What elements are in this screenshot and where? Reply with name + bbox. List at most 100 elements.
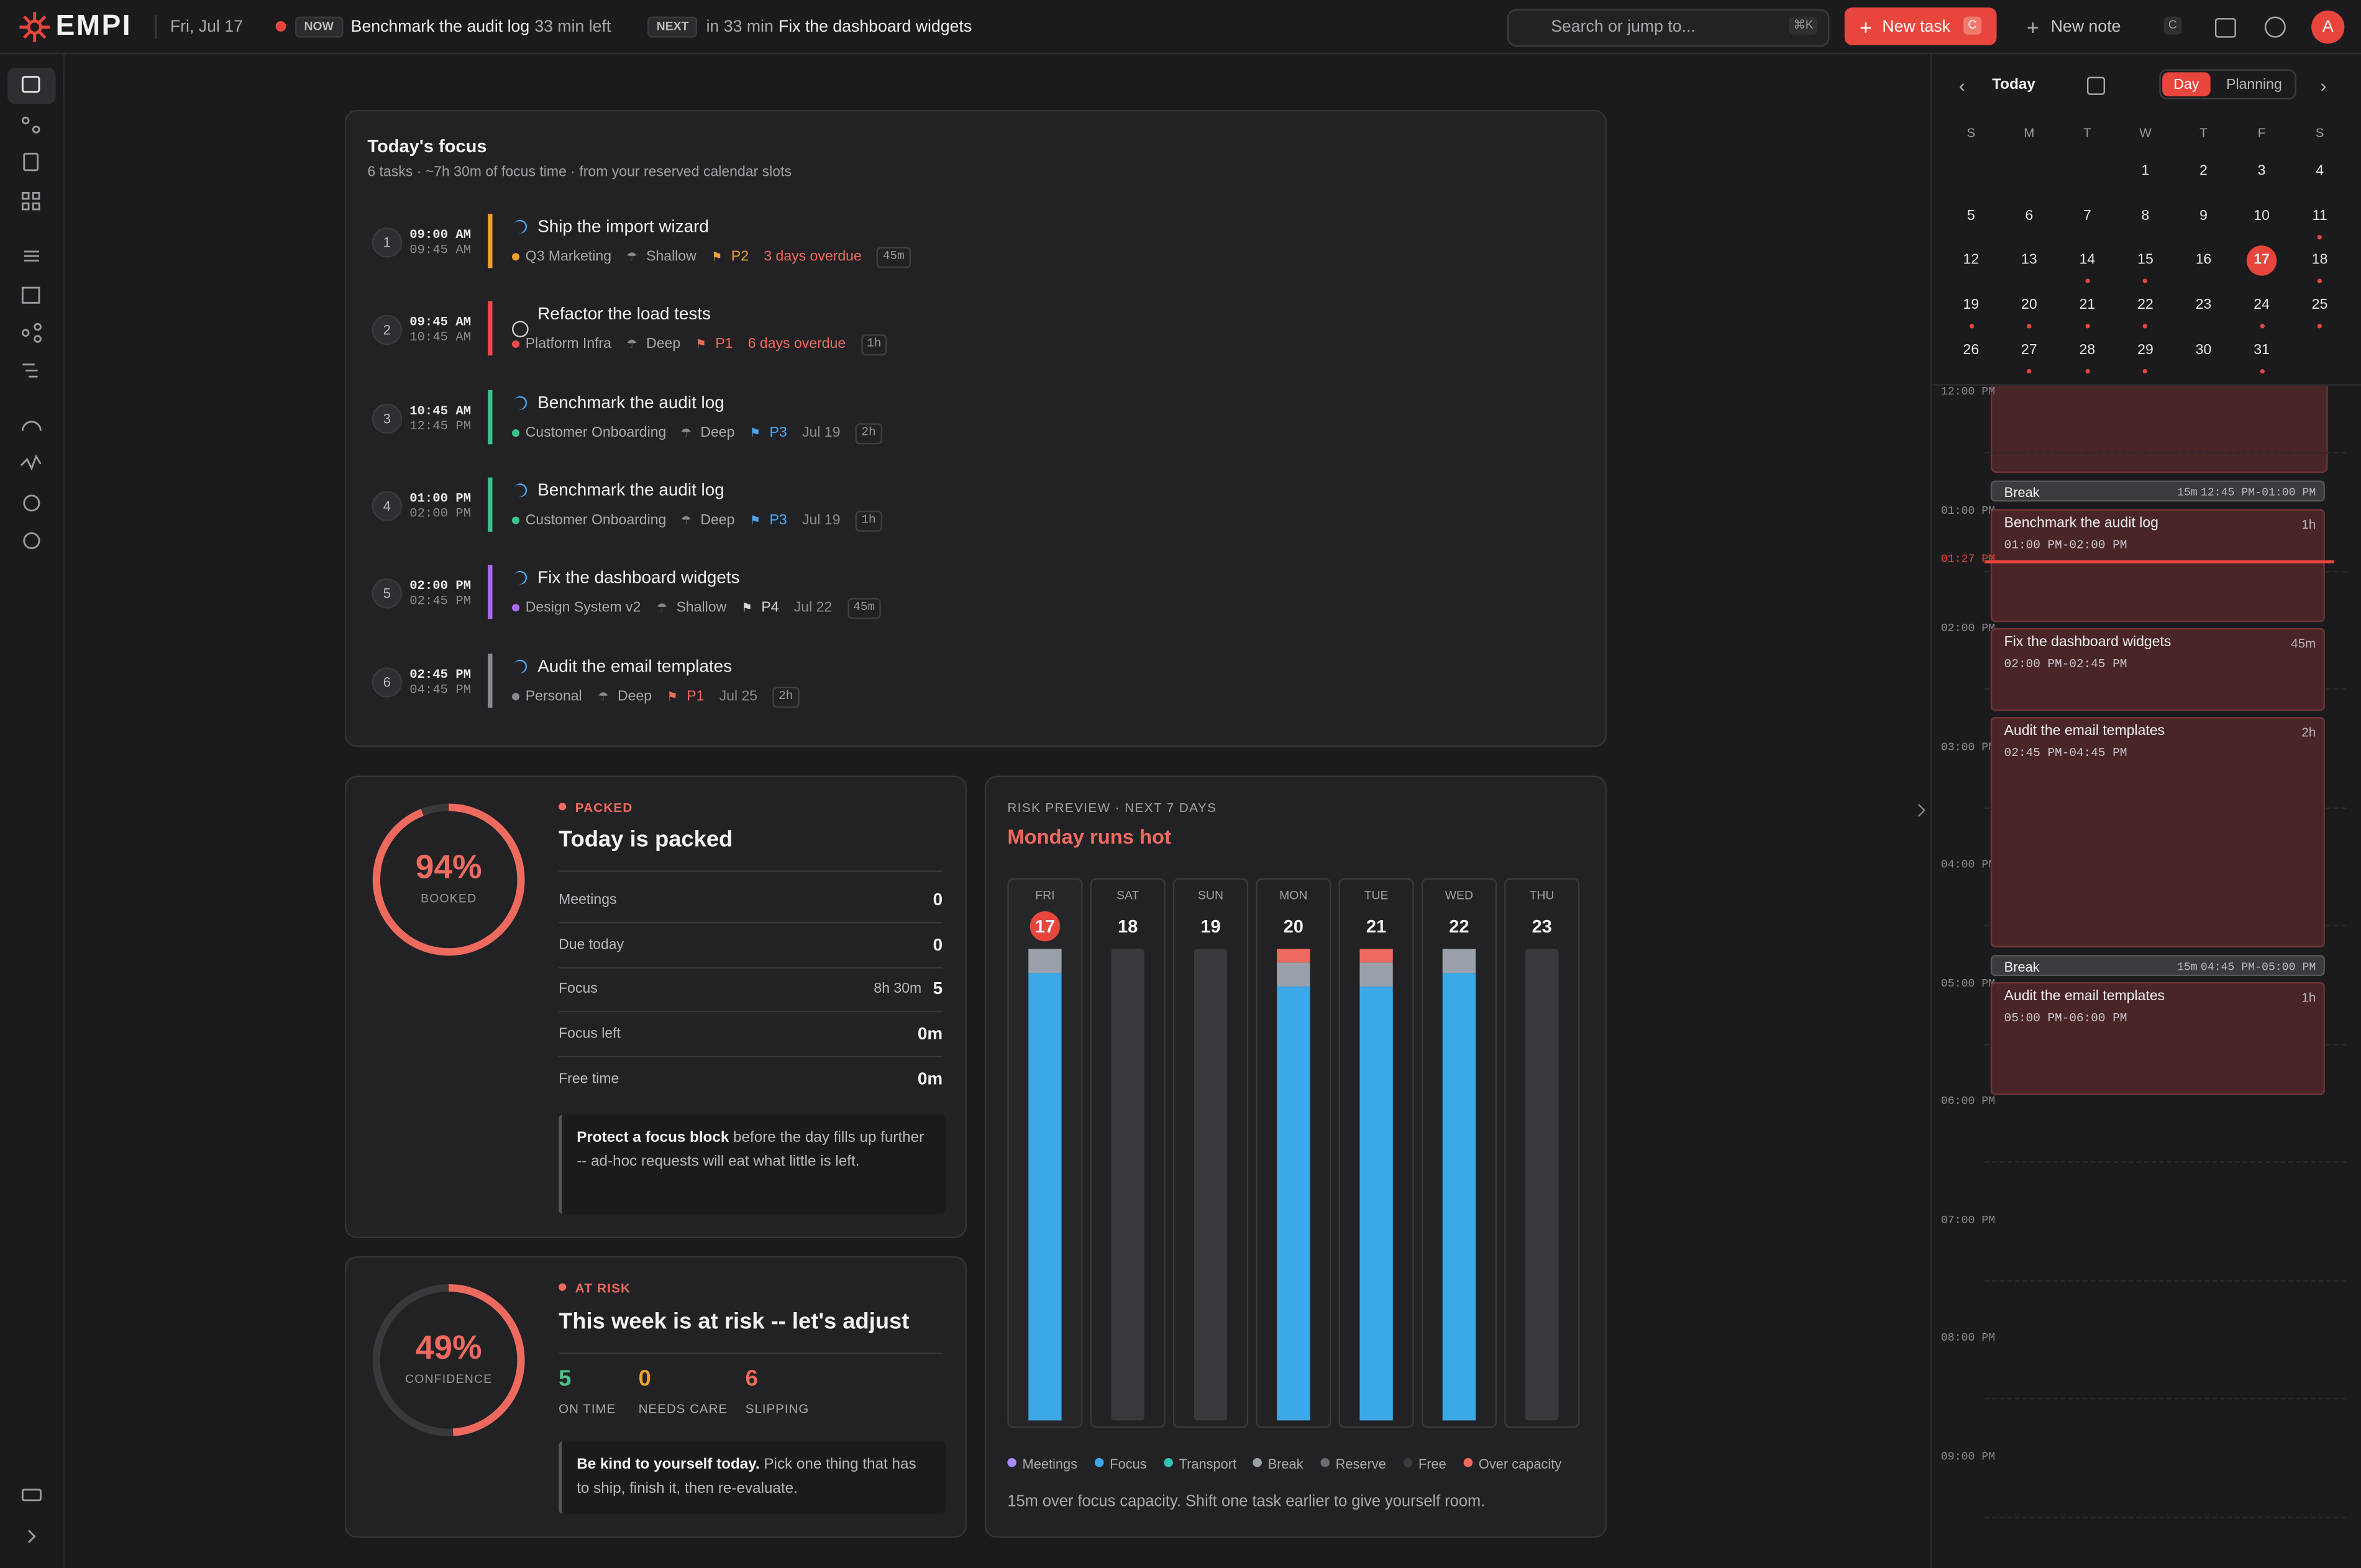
- calendar-icon[interactable]: [2086, 76, 2106, 95]
- stat-value: 0m: [917, 1026, 943, 1044]
- weekday: S: [1966, 125, 1976, 140]
- calendar-day[interactable]: 17: [2254, 252, 2270, 269]
- bar-segment: [1277, 963, 1310, 987]
- weekday: W: [2139, 125, 2152, 140]
- break-duration: 15m: [2177, 962, 2198, 975]
- task-depth: Deep: [646, 336, 681, 353]
- task-meta: ☂ Shallow ⚑ P4 Jul 22 45m: [657, 597, 881, 621]
- avatar[interactable]: [2311, 10, 2345, 44]
- calendar-day[interactable]: 13: [2021, 252, 2037, 269]
- packed-title: Today is packed: [559, 827, 733, 853]
- calendar-day[interactable]: 9: [2199, 207, 2208, 224]
- calendar-day[interactable]: 30: [2195, 341, 2212, 358]
- event-time: 02:45 PM-04:45 PM: [2004, 747, 2127, 761]
- day-dot: [2143, 324, 2148, 329]
- stat-value: 0m: [917, 1070, 943, 1089]
- day-dot: [2259, 324, 2264, 329]
- calendar-day[interactable]: 2: [2199, 162, 2208, 180]
- mode-active[interactable]: [2162, 72, 2211, 97]
- calendar-day[interactable]: 4: [2316, 162, 2324, 180]
- calendar-day[interactable]: 6: [2025, 207, 2034, 224]
- calendar-day[interactable]: 18: [2311, 252, 2328, 269]
- day-date: 19: [1200, 916, 1221, 937]
- next-arrow[interactable]: ›: [2320, 75, 2327, 97]
- mode-toggle: [2159, 69, 2296, 100]
- task-event[interactable]: [1990, 628, 2325, 711]
- task-priority: P1: [715, 336, 733, 353]
- legend-swatch: [1403, 1458, 1413, 1467]
- calendar-day[interactable]: 1: [2141, 162, 2150, 180]
- calendar-day[interactable]: 3: [2257, 162, 2266, 180]
- legend-label: Reserve: [1335, 1456, 1386, 1472]
- date: Fri, Jul 17: [170, 18, 243, 37]
- task-title: Benchmark the audit log: [537, 481, 724, 500]
- break-time: 04:45 PM-05:00 PM: [2200, 962, 2316, 975]
- calendar-day[interactable]: 31: [2254, 341, 2270, 358]
- legend-swatch: [1007, 1458, 1016, 1467]
- calendar-day[interactable]: 14: [2079, 252, 2096, 269]
- task-event[interactable]: [1990, 982, 2325, 1095]
- task-due: Jul 19: [801, 424, 841, 441]
- day-column: [1256, 878, 1331, 1428]
- project-dot: [511, 253, 520, 261]
- calendar-day[interactable]: 24: [2254, 296, 2270, 314]
- calendar-day[interactable]: 23: [2195, 296, 2212, 314]
- collapse-handle[interactable]: [1914, 801, 1929, 819]
- legend-swatch: [1094, 1458, 1104, 1467]
- theme-icon[interactable]: [2264, 16, 2286, 38]
- stat-sep: [559, 1055, 943, 1058]
- task-event[interactable]: [1990, 717, 2325, 948]
- calendar-day[interactable]: 29: [2137, 341, 2153, 358]
- prev-arrow[interactable]: ‹: [1958, 75, 1965, 97]
- calendar-day[interactable]: 22: [2137, 296, 2153, 314]
- calendar-day[interactable]: 10: [2254, 207, 2270, 224]
- note-box: [559, 1441, 946, 1514]
- break-event[interactable]: [1990, 480, 2325, 502]
- task-bar: [488, 389, 492, 444]
- logo-text: EMPI: [55, 10, 132, 42]
- break-event[interactable]: [1990, 955, 2325, 977]
- calendar-day[interactable]: 27: [2021, 341, 2037, 358]
- mode-label[interactable]: Planning: [2226, 76, 2282, 94]
- note-text: Protect a focus block before the day fil…: [577, 1127, 929, 1175]
- today-circle: [1030, 911, 1061, 942]
- task-depth: Deep: [618, 687, 652, 704]
- break-meta: 15m 12:45 PM-01:00 PM: [2108, 480, 2316, 506]
- calendar-day[interactable]: 28: [2079, 341, 2096, 358]
- legend-label: Meetings: [1022, 1456, 1078, 1472]
- calendar-day[interactable]: 21: [2079, 296, 2096, 314]
- calendar-day[interactable]: 20: [2021, 296, 2037, 314]
- task-depth: Shallow: [646, 248, 696, 265]
- hour-label: 06:00 PM: [1940, 1096, 1996, 1109]
- calendar-day[interactable]: 7: [2083, 207, 2091, 224]
- sidebar-active[interactable]: [7, 68, 56, 104]
- risk-stat-value: 5: [559, 1366, 572, 1392]
- bar-track: [1194, 949, 1228, 1421]
- task-start: 09:45 AM: [409, 315, 472, 330]
- hour-label: 08:00 PM: [1940, 1333, 1996, 1346]
- calendar-day[interactable]: 5: [1966, 207, 1975, 224]
- event-duration: 45m: [2291, 636, 2316, 651]
- now-task: Benchmark the audit log: [350, 18, 530, 37]
- calendar-day[interactable]: 25: [2311, 296, 2328, 314]
- calendar-day[interactable]: 19: [1963, 296, 1980, 314]
- task-start: 02:45 PM: [409, 666, 472, 682]
- bar-segment: [1442, 972, 1476, 1421]
- task-event[interactable]: [1990, 509, 2325, 622]
- search-box[interactable]: [1507, 9, 1830, 47]
- task-meta: ☂ Deep ⚑ P1 Jul 25 2h: [598, 685, 800, 709]
- risk-dot: [559, 1283, 567, 1291]
- calendar-day[interactable]: 26: [1963, 341, 1980, 358]
- calendar-day[interactable]: 12: [1963, 252, 1980, 269]
- calendar-day[interactable]: 8: [2141, 207, 2150, 224]
- calendar-day[interactable]: 16: [2195, 252, 2212, 269]
- inbox-icon[interactable]: [2214, 18, 2236, 38]
- day-column: [1090, 878, 1166, 1428]
- hour-label: 03:00 PM: [1940, 742, 1996, 754]
- calendar-day[interactable]: 15: [2137, 252, 2153, 269]
- calendar-day[interactable]: 11: [2312, 207, 2327, 224]
- mode-label[interactable]: Day: [2173, 76, 2199, 94]
- new-note[interactable]: New note: [2050, 18, 2121, 37]
- bar-track: [1525, 949, 1559, 1421]
- stat-sep: [559, 921, 943, 924]
